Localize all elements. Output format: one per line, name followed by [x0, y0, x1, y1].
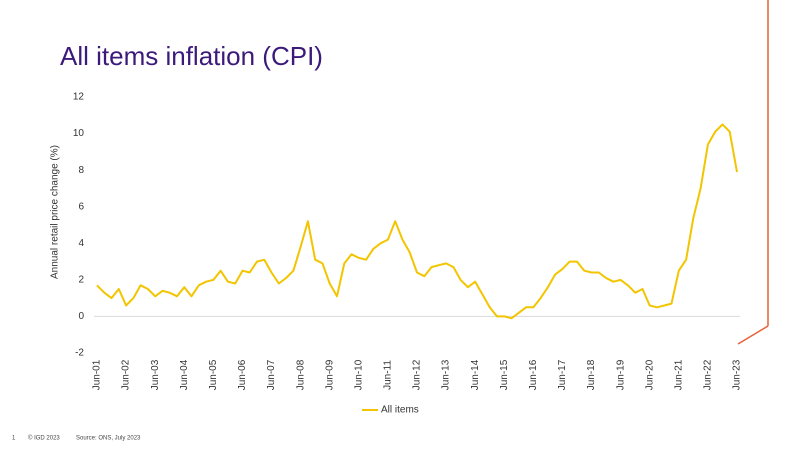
y-tick-label: 6	[78, 201, 84, 212]
x-tick-label: Jun-06	[237, 359, 248, 390]
x-tick-label: Jun-14	[470, 359, 481, 390]
x-tick-label: Jun-03	[150, 359, 161, 390]
x-tick-label: Jun-22	[703, 359, 714, 390]
x-tick-label: Jun-04	[179, 359, 190, 390]
x-tick-label: Jun-01	[92, 359, 103, 390]
x-tick-label: Jun-07	[266, 359, 277, 390]
x-tick-label: Jun-21	[673, 359, 684, 390]
source: Source: ONS, July 2023	[76, 436, 141, 442]
copyright: © IGD 2023	[28, 435, 60, 442]
y-tick-label: 10	[73, 128, 85, 139]
x-tick-label: Jun-11	[383, 360, 394, 390]
x-tick-label: Jun-02	[121, 359, 132, 390]
y-tick-label: 8	[78, 165, 84, 176]
x-tick-label: Jun-09	[324, 359, 335, 390]
x-tick-label: Jun-19	[615, 359, 626, 390]
x-tick-label: Jun-10	[353, 359, 364, 390]
x-tick-label: Jun-20	[644, 359, 655, 390]
x-tick-label: Jun-16	[528, 359, 539, 390]
x-tick-label: Jun-18	[586, 359, 597, 390]
y-tick-label: 12	[73, 92, 85, 103]
y-axis-label: Annual retail price change (%)	[50, 145, 61, 279]
data-line	[96, 123, 738, 320]
x-tick-label: Jun-17	[557, 359, 568, 390]
legend-label: All items	[381, 405, 419, 416]
x-tick-label: Jun-05	[208, 359, 219, 390]
y-tick-label: 0	[78, 311, 84, 322]
decor-line	[737, 325, 769, 345]
y-tick-label: -2	[75, 348, 84, 359]
y-tick-label: 2	[78, 274, 84, 285]
x-tick-label: Jun-23	[732, 359, 743, 390]
x-tick-label: Jun-12	[412, 359, 423, 390]
chart-title: All items inflation (CPI)	[60, 41, 323, 71]
x-tick-label: Jun-08	[295, 359, 306, 390]
x-tick-label: Jun-13	[441, 359, 452, 390]
y-tick-label: 4	[78, 238, 84, 249]
x-tick-label: Jun-15	[499, 359, 510, 390]
page-number: 1	[12, 436, 16, 442]
